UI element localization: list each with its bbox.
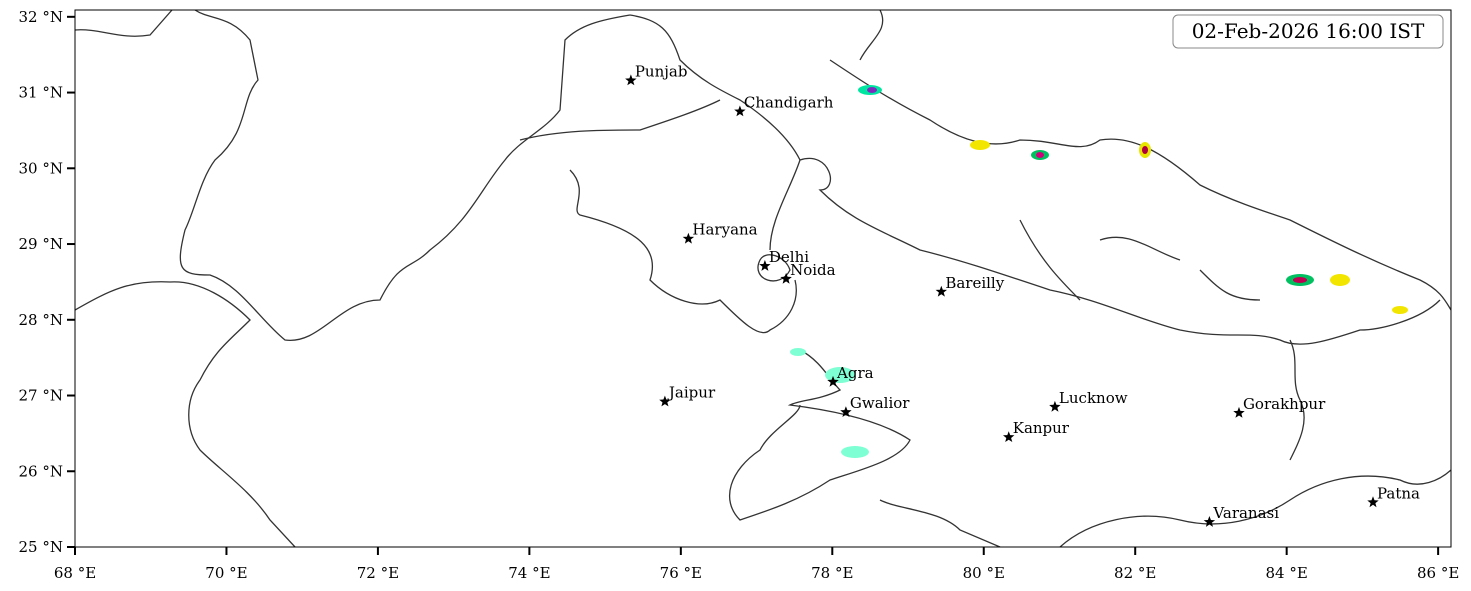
x-tick-label: 68 °E xyxy=(54,564,96,582)
city-label: Haryana xyxy=(692,221,757,239)
city-label: Patna xyxy=(1377,484,1420,502)
y-tick-label: 29 °N xyxy=(19,235,63,253)
city-marker xyxy=(659,395,671,407)
city-marker xyxy=(1049,400,1061,412)
city-label: Varanasi xyxy=(1212,504,1279,522)
city-label: Delhi xyxy=(769,248,809,266)
plot-frame xyxy=(74,9,1452,548)
city-label: Jaipur xyxy=(667,384,716,402)
city-label: Noida xyxy=(790,261,836,279)
city-marker xyxy=(625,74,637,86)
y-tick-label: 28 °N xyxy=(19,311,63,329)
city-marker xyxy=(759,260,771,271)
timestamp-box xyxy=(1172,14,1444,49)
city-marker xyxy=(682,232,695,244)
city-label: Kanpur xyxy=(1013,419,1070,437)
y-tick-label: 27 °N xyxy=(19,387,63,405)
x-tick-label: 78 °E xyxy=(811,564,853,582)
timestamp: 02-Feb-2026 16:00 IST xyxy=(1192,19,1425,43)
city-marker xyxy=(1233,406,1245,418)
city-marker xyxy=(827,375,839,387)
x-tick-label: 86 °E xyxy=(1417,564,1459,582)
x-tick-label: 76 °E xyxy=(660,564,702,582)
y-tick-label: 25 °N xyxy=(19,538,63,556)
x-tick-label: 74 °E xyxy=(508,564,550,582)
city-label: Bareilly xyxy=(945,274,1004,292)
city-label: Lucknow xyxy=(1059,389,1128,407)
city-label: Chandigarh xyxy=(744,93,834,111)
city-label: Gorakhpur xyxy=(1243,395,1326,413)
y-tick-label: 32 °N xyxy=(19,8,63,26)
city-marker xyxy=(734,105,746,117)
city-marker xyxy=(1003,431,1015,442)
x-tick-label: 72 °E xyxy=(357,564,399,582)
precipitation xyxy=(790,85,1408,458)
city-marker xyxy=(840,406,852,417)
x-tick-label: 70 °E xyxy=(205,564,247,582)
y-tick-label: 31 °N xyxy=(19,84,63,102)
borders xyxy=(75,10,1451,547)
y-tick-label: 30 °N xyxy=(19,159,63,177)
city-label: Punjab xyxy=(635,62,688,80)
y-tick-label: 26 °N xyxy=(19,462,63,480)
city-marker xyxy=(1203,516,1216,527)
city-marker xyxy=(1367,496,1379,508)
x-tick-label: 82 °E xyxy=(1114,564,1156,582)
city-marker xyxy=(780,272,792,284)
x-tick-label: 80 °E xyxy=(963,564,1005,582)
city-marker xyxy=(935,285,947,297)
x-tick-label: 84 °E xyxy=(1266,564,1308,582)
city-label: Agra xyxy=(836,364,874,382)
city-label: Gwalior xyxy=(850,394,910,412)
